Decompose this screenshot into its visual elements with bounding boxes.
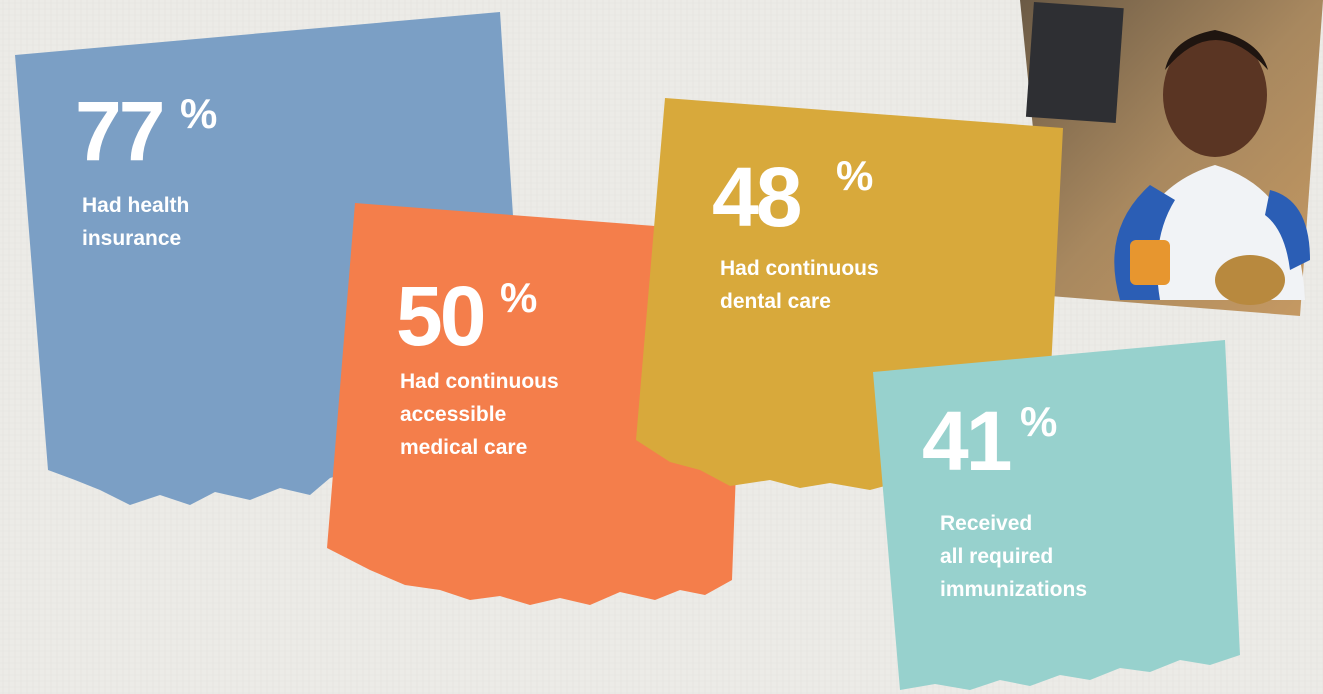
stat-unit: %	[836, 152, 873, 199]
stat-label: accessible	[400, 403, 506, 426]
stat-value: 48	[712, 150, 801, 244]
stat-value: 50	[396, 269, 484, 363]
stat-value: 41	[922, 394, 1011, 488]
stat-label: dental care	[720, 290, 831, 313]
stat-label: Had continuous	[720, 257, 879, 280]
stat-unit: %	[180, 90, 217, 137]
photo	[1020, 0, 1323, 316]
stat-unit: %	[1020, 398, 1057, 445]
stat-label: insurance	[82, 227, 181, 250]
stat-label: Had continuous	[400, 370, 559, 393]
stat-label: Had health	[82, 194, 189, 217]
stat-unit: %	[500, 274, 537, 321]
stat-label: immunizations	[940, 578, 1087, 601]
card-shape	[873, 340, 1240, 690]
stat-value: 77	[75, 84, 163, 178]
stat-label: all required	[940, 545, 1053, 568]
stat-card: 41% Received all required immunizations	[873, 340, 1240, 690]
stat-label: Received	[940, 512, 1032, 535]
stat-label: medical care	[400, 436, 527, 459]
infographic: 77% Had health insurance 50% Had continuous a…	[0, 0, 1323, 694]
